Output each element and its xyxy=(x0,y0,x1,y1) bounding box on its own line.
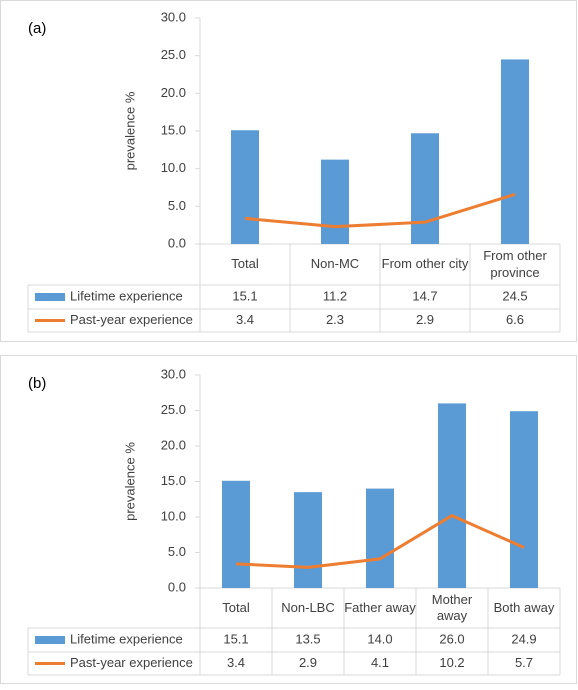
table-value: 15.1 xyxy=(223,631,248,646)
line xyxy=(244,192,516,229)
table-value: 2.9 xyxy=(299,655,317,670)
y-tick-label: 25.0 xyxy=(161,47,186,62)
bar xyxy=(501,59,529,244)
category-cell: Non-LBC xyxy=(281,599,335,615)
x-tick-label: Father away xyxy=(344,599,416,615)
y-axis-title: prevalence % xyxy=(122,91,137,170)
category-cell: Total xyxy=(231,256,259,272)
panel-border xyxy=(0,0,577,342)
category-cell: Mother away xyxy=(431,591,473,623)
x-tick-label: From other city xyxy=(381,256,469,272)
table-value: 2.3 xyxy=(326,312,344,327)
category-cell: Non-MC xyxy=(310,256,360,272)
panel-label: (a) xyxy=(28,20,46,37)
category-cell: Father away xyxy=(344,599,416,615)
y-tick-label: 5.0 xyxy=(168,198,186,213)
x-tick-label: Non-LBC xyxy=(281,599,335,615)
y-axis-title: prevalence % xyxy=(122,442,137,521)
bar xyxy=(231,130,259,244)
y-tick-label: 15.0 xyxy=(161,473,186,488)
legend-label: Past-year experience xyxy=(70,312,193,327)
legend-swatch xyxy=(35,293,65,301)
table-value: 6.6 xyxy=(506,312,524,327)
category-cell: Both away xyxy=(493,599,555,615)
bar xyxy=(321,159,349,244)
table-value: 24.9 xyxy=(511,631,536,646)
legend-label: Lifetime experience xyxy=(70,631,183,646)
x-tick-label: Both away xyxy=(493,599,555,615)
y-tick-label: 30.0 xyxy=(161,9,186,24)
y-tick-label: 0.0 xyxy=(168,235,186,250)
legend-label: Past-year experience xyxy=(70,655,193,670)
table-value: 3.4 xyxy=(227,655,245,670)
table-value: 5.7 xyxy=(515,655,533,670)
y-tick-label: 20.0 xyxy=(161,85,186,100)
bar xyxy=(411,133,439,244)
table-value: 14.7 xyxy=(412,288,437,303)
x-tick-label: Mother away xyxy=(431,591,473,623)
panel-border xyxy=(0,355,577,684)
x-tick-label: Total xyxy=(231,256,259,272)
x-tick-label: From other province xyxy=(483,248,547,280)
x-tick-label: Total xyxy=(222,599,250,615)
table-value: 11.2 xyxy=(323,288,347,303)
y-tick-label: 5.0 xyxy=(168,544,186,559)
y-tick-label: 25.0 xyxy=(161,402,186,417)
table-value: 3.4 xyxy=(236,312,254,327)
table-value: 10.2 xyxy=(439,655,464,670)
y-tick-label: 10.0 xyxy=(161,160,186,175)
table-value: 14.0 xyxy=(367,631,392,646)
bar xyxy=(222,480,250,588)
y-tick-label: 10.0 xyxy=(161,508,186,523)
table-value: 13.5 xyxy=(295,631,320,646)
y-tick-label: 0.0 xyxy=(168,579,186,594)
category-cell: From other city xyxy=(381,256,469,272)
bar xyxy=(366,488,394,588)
bar xyxy=(438,403,466,588)
table-value: 4.1 xyxy=(371,655,389,670)
bar xyxy=(510,411,538,588)
table-value: 26.0 xyxy=(439,631,464,646)
line xyxy=(235,514,525,569)
table-value: 24.5 xyxy=(502,288,527,303)
bar xyxy=(294,492,322,588)
y-tick-label: 15.0 xyxy=(161,122,186,137)
category-cell: Total xyxy=(222,599,250,615)
x-tick-label: Non-MC xyxy=(310,256,360,272)
y-tick-label: 30.0 xyxy=(161,366,186,381)
category-cell: From other province xyxy=(483,248,547,280)
legend-label: Lifetime experience xyxy=(70,288,183,303)
table-value: 2.9 xyxy=(416,312,434,327)
legend-swatch xyxy=(35,636,65,644)
panel-label: (b) xyxy=(28,375,46,392)
table-value: 15.1 xyxy=(232,288,257,303)
y-tick-label: 20.0 xyxy=(161,437,186,452)
